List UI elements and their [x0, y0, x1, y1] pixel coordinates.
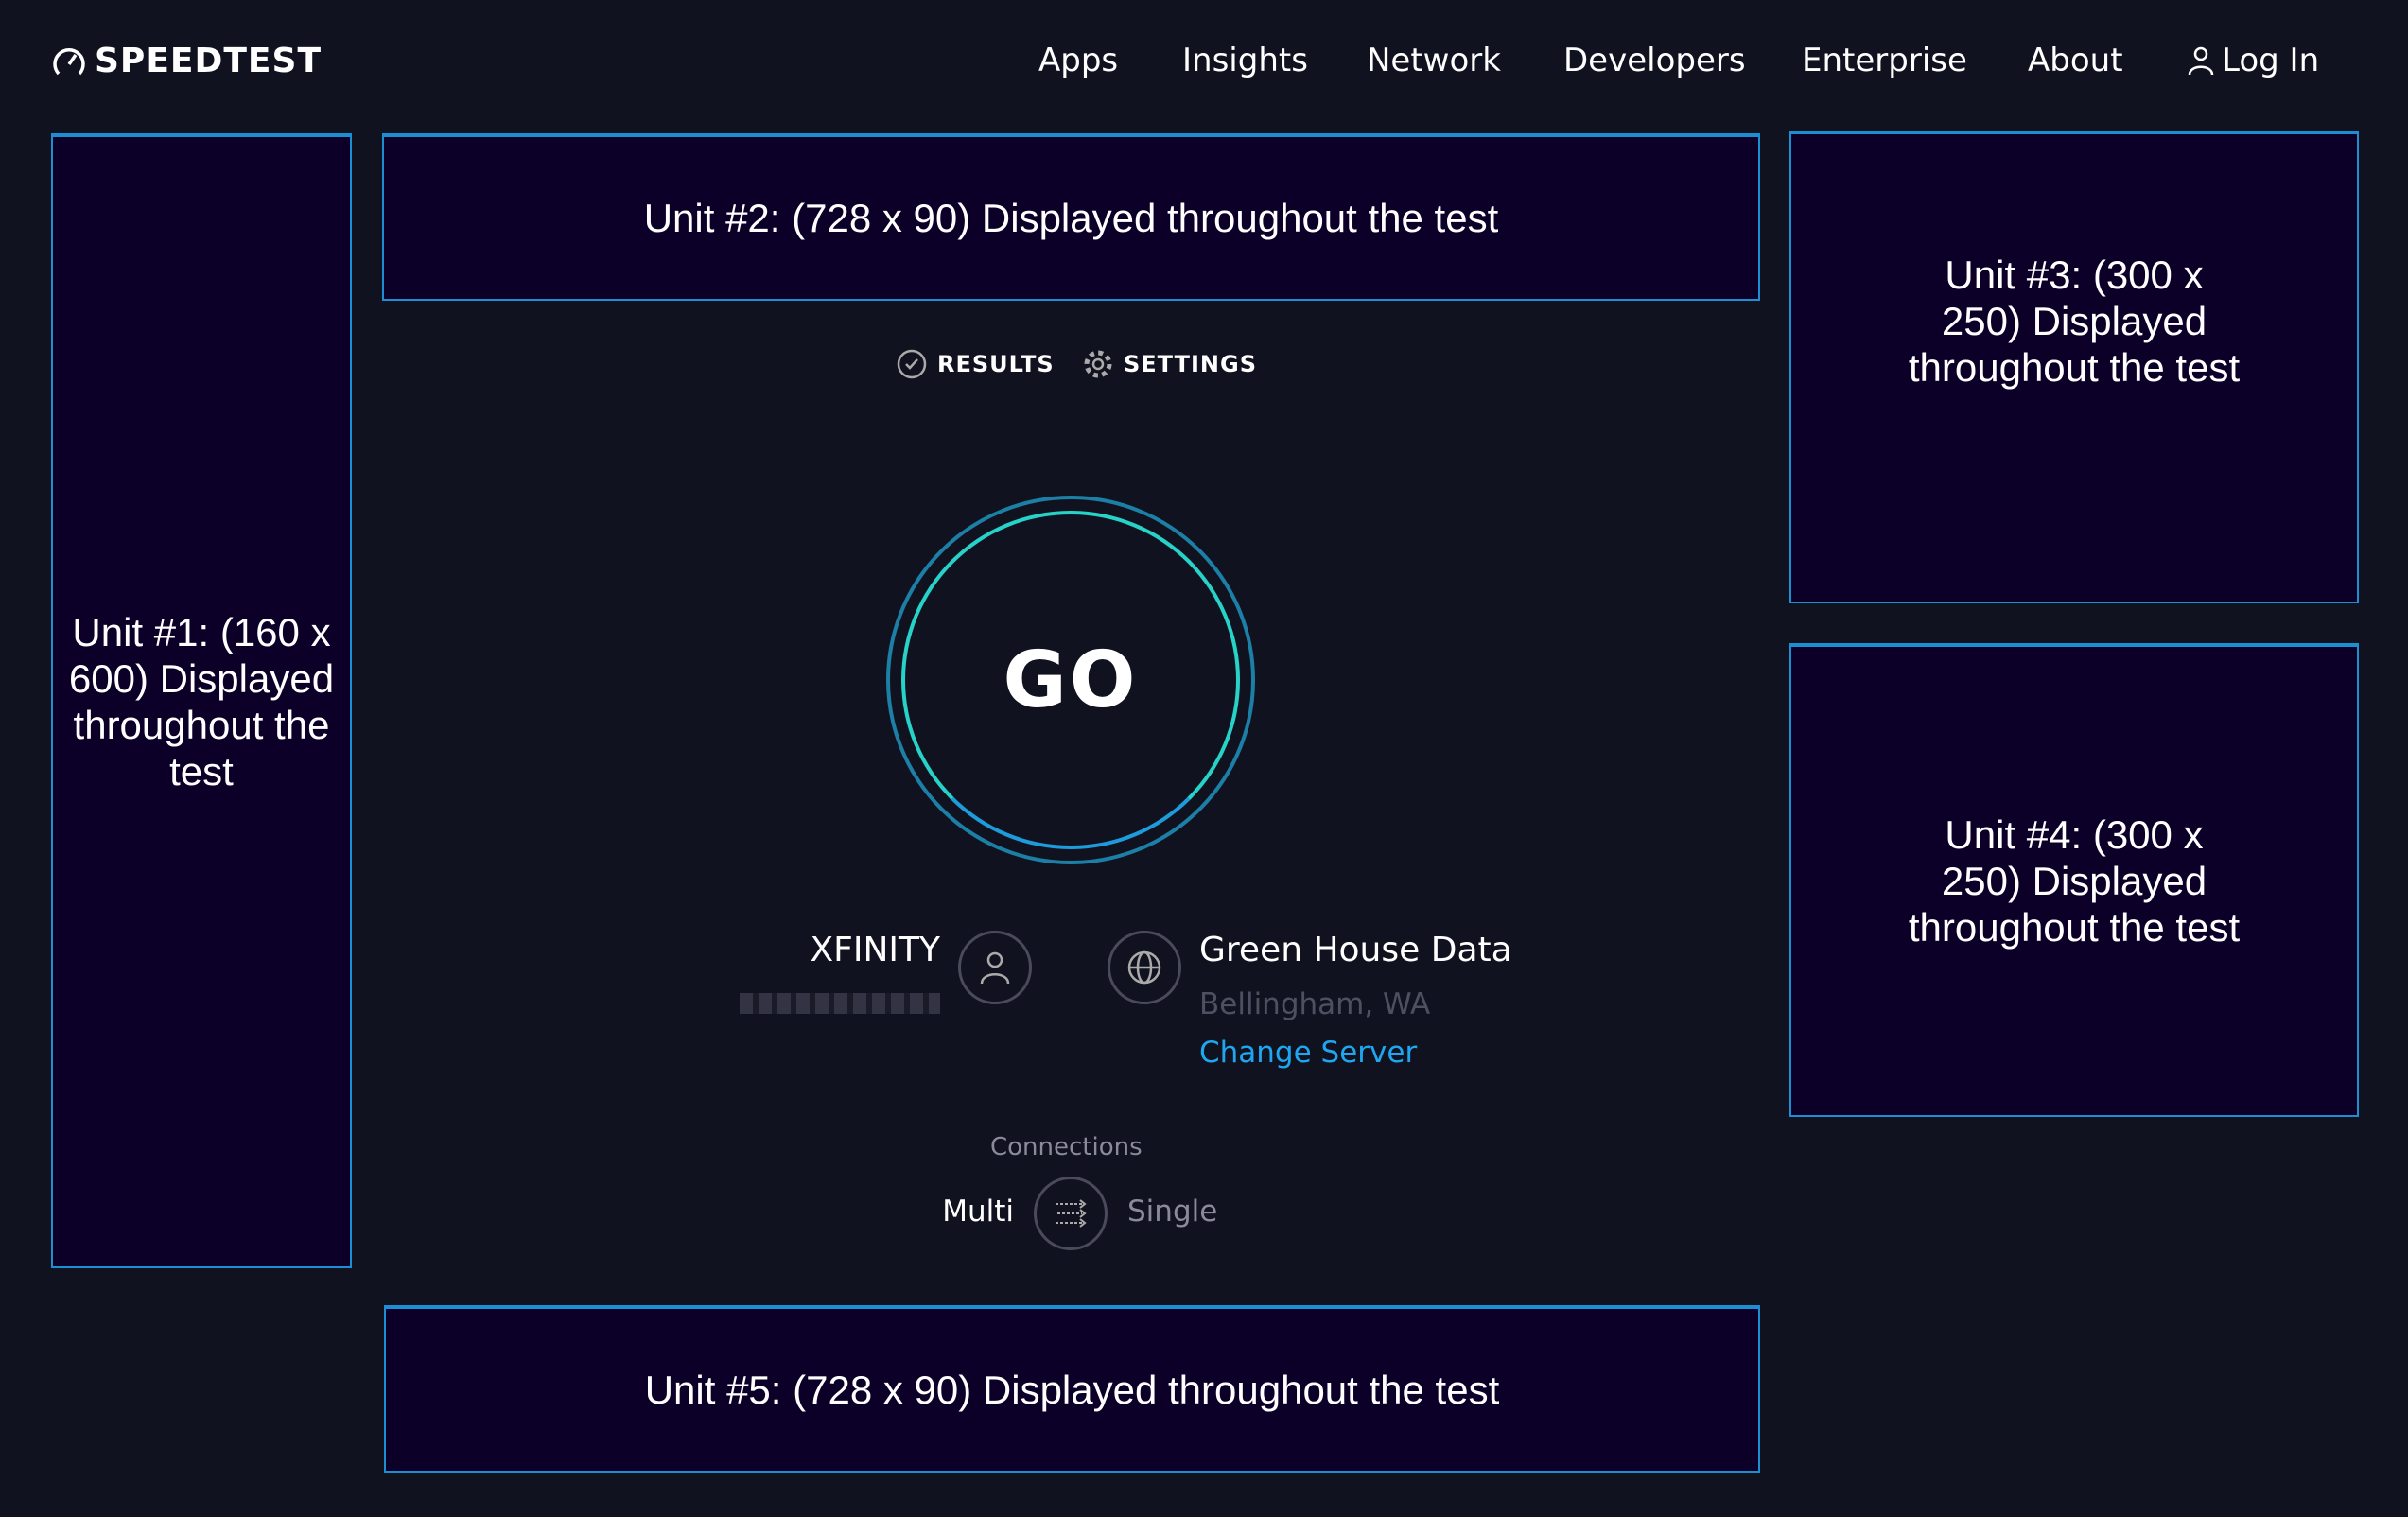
multi-arrows-icon	[1056, 1199, 1087, 1228]
tab-results[interactable]: RESULTS	[896, 348, 1055, 380]
nav-apps[interactable]: Apps	[1038, 42, 1119, 79]
multi-option[interactable]: Multi	[942, 1194, 1014, 1229]
ad-unit-2-text: Unit #2: (728 x 90) Displayed throughout…	[643, 196, 1499, 240]
connections-toggle[interactable]	[1034, 1177, 1108, 1250]
logo-text: SPEEDTEST	[95, 42, 323, 80]
nav-network[interactable]: Network	[1367, 42, 1501, 79]
tab-results-label: RESULTS	[937, 351, 1055, 377]
login-label: Log In	[2222, 42, 2320, 79]
check-circle-icon	[897, 349, 927, 379]
server-location: Bellingham, WA	[1199, 987, 1431, 1021]
globe-icon	[1127, 950, 1161, 985]
ad-unit-3[interactable]: Unit #3: (300 x 250) Displayed throughou…	[1789, 131, 2359, 603]
gear-icon	[1084, 350, 1112, 378]
server-button[interactable]	[1108, 931, 1181, 1004]
server-name: Green House Data	[1199, 931, 1512, 969]
nav-enterprise[interactable]: Enterprise	[1802, 42, 1967, 79]
ad-unit-4[interactable]: Unit #4: (300 x 250) Displayed throughou…	[1789, 643, 2359, 1117]
user-icon	[2188, 46, 2214, 76]
ad-unit-3-text: Unit #3: (300 x 250) Displayed throughou…	[1908, 252, 2241, 390]
isp-button[interactable]	[958, 931, 1032, 1004]
ip-address-redacted	[740, 993, 940, 1014]
go-button[interactable]: GO	[886, 496, 1255, 864]
nav-about[interactable]: About	[2028, 42, 2123, 79]
ad-unit-1-text: Unit #1: (160 x 600) Displayed throughou…	[68, 610, 335, 793]
login-link[interactable]: Log In	[2188, 42, 2319, 79]
change-server-link[interactable]: Change Server	[1199, 1036, 1418, 1070]
ad-unit-1[interactable]: Unit #1: (160 x 600) Displayed throughou…	[51, 133, 352, 1268]
connections-label: Connections	[990, 1133, 1143, 1161]
ad-unit-2[interactable]: Unit #2: (728 x 90) Displayed throughout…	[382, 133, 1760, 301]
tab-settings-label: SETTINGS	[1124, 351, 1257, 377]
ad-unit-5[interactable]: Unit #5: (728 x 90) Displayed throughout…	[384, 1305, 1760, 1473]
ad-unit-5-text: Unit #5: (728 x 90) Displayed throughout…	[644, 1368, 1500, 1412]
speedometer-icon	[53, 47, 85, 75]
speedtest-logo[interactable]: SPEEDTEST	[51, 42, 322, 80]
nav-developers[interactable]: Developers	[1563, 42, 1746, 79]
isp-name: XFINITY	[810, 931, 940, 969]
tab-settings[interactable]: SETTINGS	[1082, 348, 1257, 380]
single-option[interactable]: Single	[1127, 1194, 1218, 1229]
go-label: GO	[1003, 635, 1139, 725]
ad-unit-4-text: Unit #4: (300 x 250) Displayed throughou…	[1908, 812, 2241, 950]
nav-insights[interactable]: Insights	[1182, 42, 1308, 79]
user-icon	[980, 951, 1010, 985]
